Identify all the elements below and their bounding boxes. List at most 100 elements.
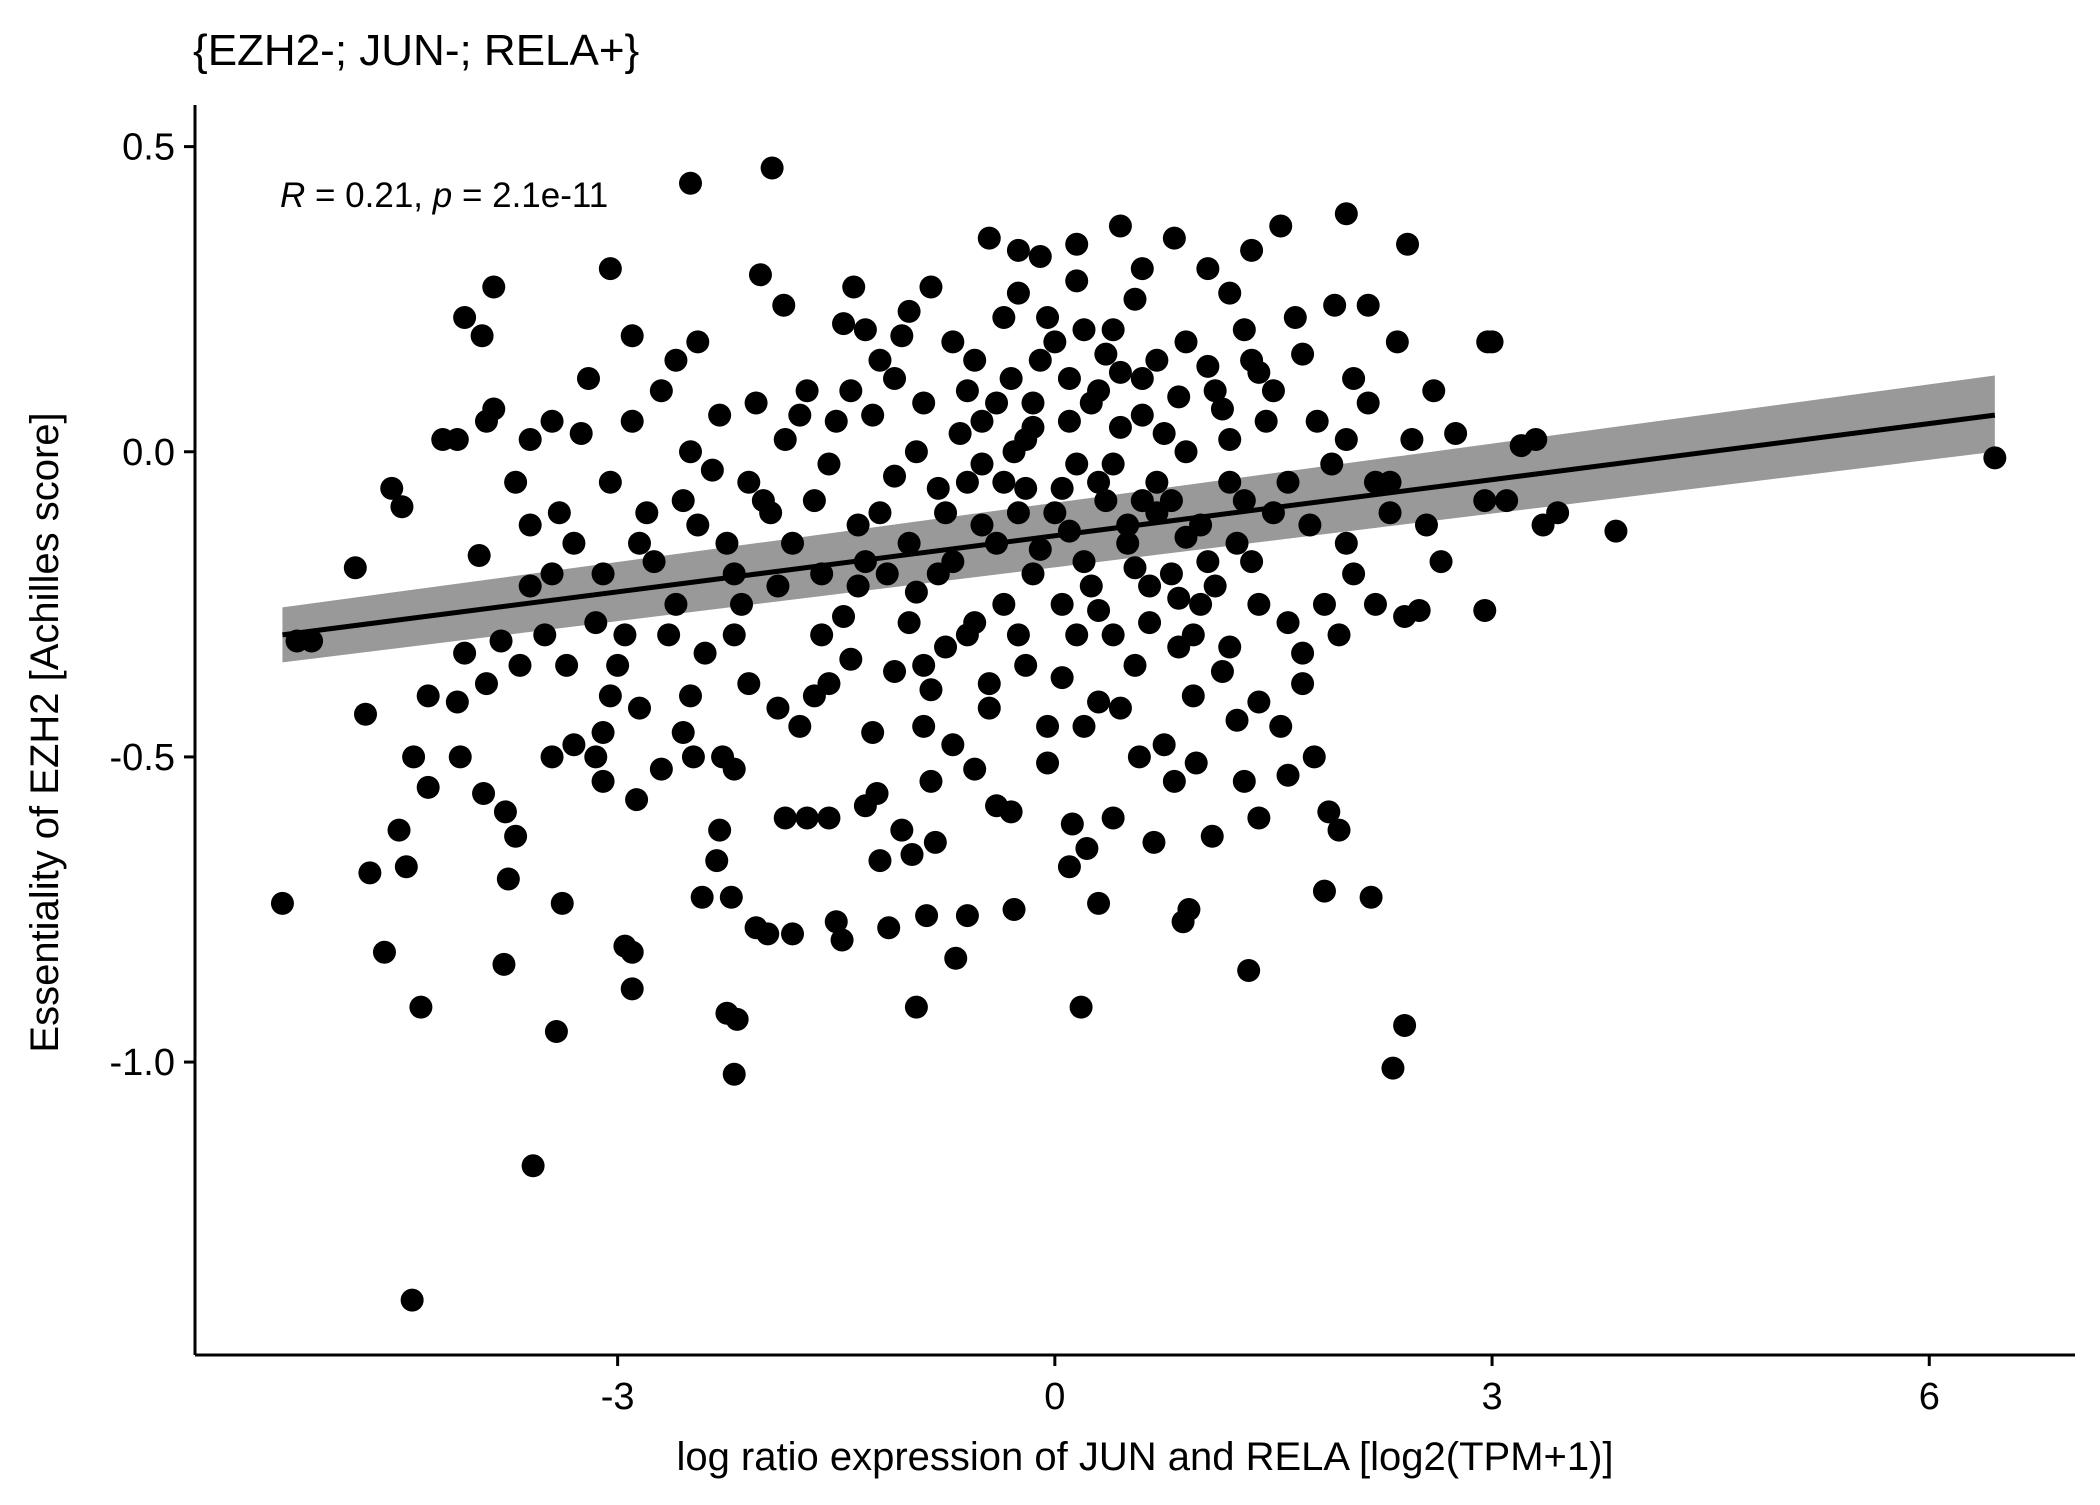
y-tick-label: 0.0	[122, 432, 175, 474]
data-point	[900, 843, 924, 867]
data-point	[620, 324, 644, 348]
data-point	[842, 275, 866, 299]
axes: -3 0 3 6 0.5 0.0 -0.5 -1.0	[110, 105, 2075, 1418]
data-point	[1247, 592, 1271, 616]
data-point	[1269, 714, 1293, 738]
data-point	[445, 690, 469, 714]
data-point	[912, 714, 936, 738]
data-point	[715, 531, 739, 555]
data-point	[1203, 379, 1227, 403]
data-point	[496, 867, 520, 891]
data-point	[1184, 751, 1208, 775]
data-point	[1218, 635, 1242, 659]
data-point	[1203, 574, 1227, 598]
data-point	[540, 745, 564, 769]
data-point	[868, 501, 892, 525]
data-point	[1050, 666, 1074, 690]
data-point	[518, 574, 542, 598]
data-point	[977, 696, 1001, 720]
data-point	[875, 562, 899, 586]
data-point	[1028, 537, 1052, 561]
data-point	[1094, 342, 1118, 366]
data-point	[1159, 562, 1183, 586]
data-point	[890, 324, 914, 348]
data-point	[1276, 763, 1300, 787]
data-point	[810, 623, 834, 647]
data-point	[955, 379, 979, 403]
data-point	[839, 647, 863, 671]
data-point	[1162, 226, 1186, 250]
data-point	[1225, 531, 1249, 555]
data-point	[737, 470, 761, 494]
data-point	[802, 489, 826, 513]
p-value: = 2.1e-11	[452, 176, 608, 215]
data-point	[1312, 592, 1336, 616]
data-point	[868, 348, 892, 372]
data-point	[977, 672, 1001, 696]
data-point	[482, 275, 506, 299]
data-point	[1101, 318, 1125, 342]
data-point	[1127, 745, 1151, 769]
data-point	[1138, 611, 1162, 635]
data-point	[1021, 391, 1045, 415]
data-point	[781, 922, 805, 946]
data-point	[788, 714, 812, 738]
confidence-band	[282, 375, 1995, 663]
data-point	[620, 977, 644, 1001]
data-point	[1983, 446, 2007, 470]
data-point	[877, 916, 901, 940]
data-point	[1342, 562, 1366, 586]
data-point	[1123, 287, 1147, 311]
data-point	[1174, 330, 1198, 354]
data-point	[1006, 623, 1030, 647]
data-point	[1087, 598, 1111, 622]
data-point	[1057, 409, 1081, 433]
data-point	[1291, 641, 1315, 665]
data-point	[1002, 897, 1026, 921]
data-point	[817, 452, 841, 476]
data-point	[1138, 574, 1162, 598]
data-point	[664, 592, 688, 616]
data-point	[1065, 232, 1089, 256]
data-point	[817, 672, 841, 696]
data-point	[518, 428, 542, 452]
data-point	[970, 513, 994, 537]
data-point	[693, 641, 717, 665]
data-point	[416, 684, 440, 708]
x-tick-label: 6	[1919, 1376, 1940, 1418]
data-point	[1414, 513, 1438, 537]
data-point	[598, 684, 622, 708]
data-point	[839, 379, 863, 403]
y-tick-label: 0.5	[122, 127, 175, 169]
data-point	[788, 403, 812, 427]
data-point	[955, 623, 979, 647]
data-point	[492, 952, 516, 976]
data-point	[1237, 959, 1261, 983]
y-tick-label: -0.5	[110, 737, 175, 779]
data-point	[591, 769, 615, 793]
data-point	[970, 452, 994, 476]
data-point	[1028, 244, 1052, 268]
data-point	[1072, 318, 1096, 342]
data-point	[1356, 391, 1380, 415]
data-point	[474, 672, 498, 696]
data-point	[1021, 562, 1045, 586]
data-point	[343, 556, 367, 580]
data-point	[489, 629, 513, 653]
data-point	[700, 458, 724, 482]
data-point	[941, 550, 965, 574]
data-point	[1145, 470, 1169, 494]
data-point	[1101, 806, 1125, 830]
data-point	[1444, 421, 1468, 445]
data-point	[963, 348, 987, 372]
data-point	[1210, 659, 1234, 683]
data-point	[1101, 623, 1125, 647]
data-point	[1218, 470, 1242, 494]
data-point	[904, 995, 928, 1019]
data-point	[1218, 428, 1242, 452]
data-point	[1225, 708, 1249, 732]
data-point	[912, 391, 936, 415]
data-point	[1006, 501, 1030, 525]
